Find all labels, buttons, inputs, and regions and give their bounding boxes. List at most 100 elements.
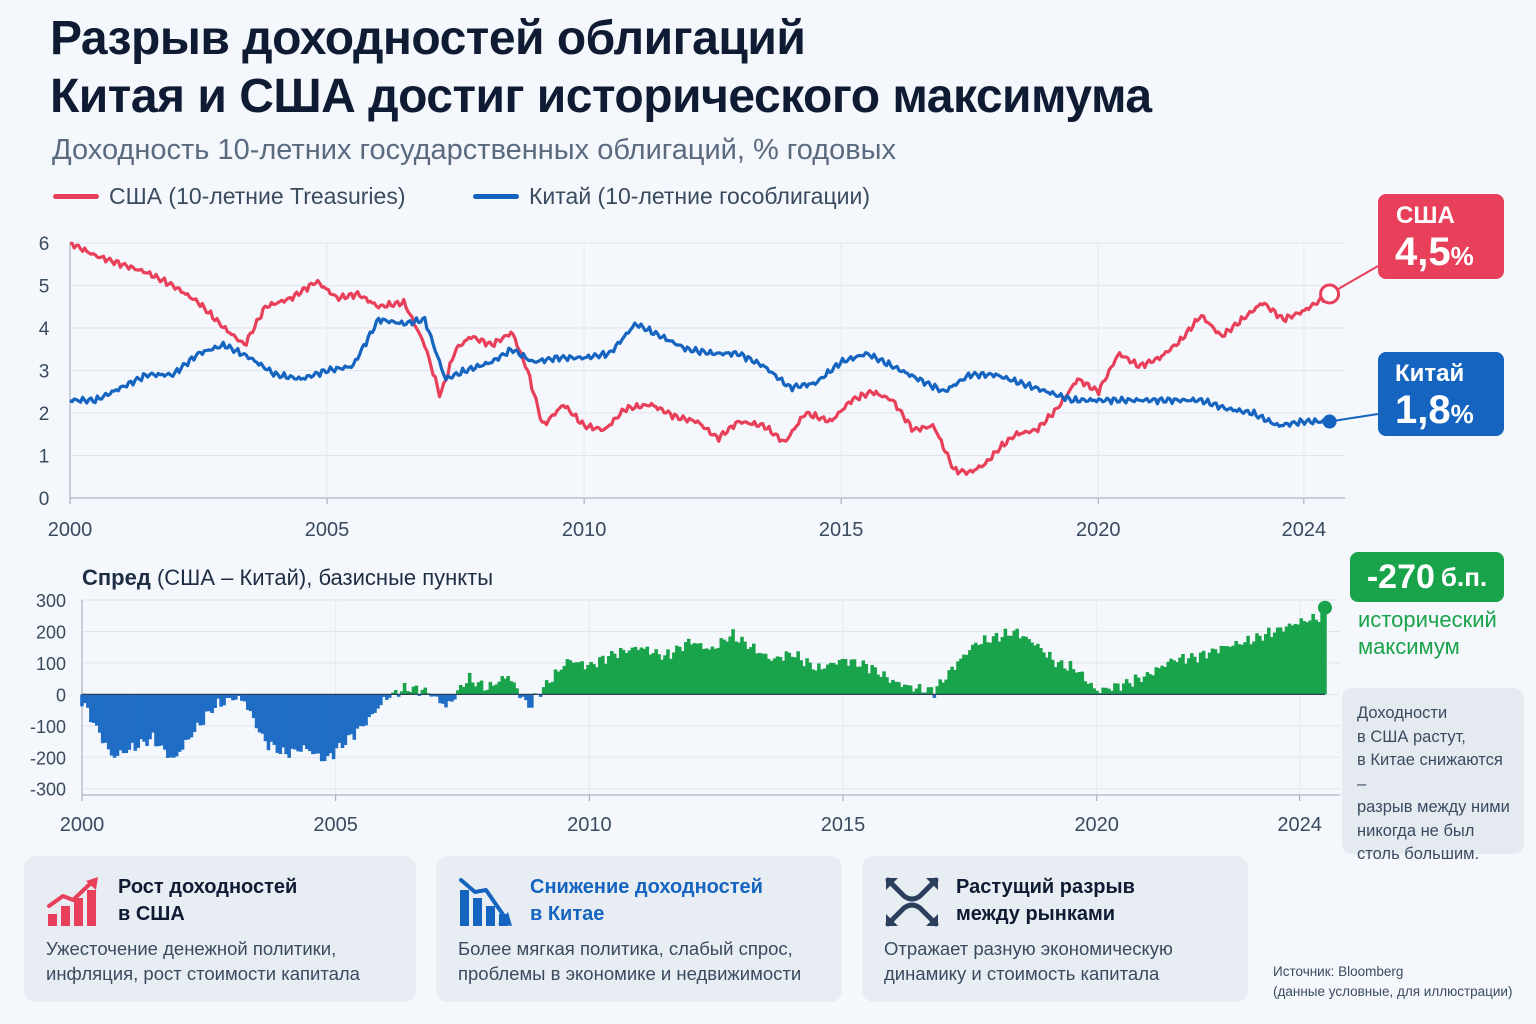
spread-bar <box>248 694 253 712</box>
spread-bar <box>1252 641 1256 695</box>
spread-bar <box>222 694 226 706</box>
spread-bar <box>284 694 288 755</box>
spread-bar <box>512 682 516 695</box>
spread-bar <box>894 681 898 695</box>
spread-bar <box>1169 658 1173 695</box>
spread-bar <box>900 687 904 695</box>
spread-bar <box>417 694 422 696</box>
spread-bar <box>636 649 641 695</box>
spread-bar <box>903 684 907 695</box>
spread-bar <box>1062 668 1067 695</box>
spread-bar <box>956 661 960 695</box>
spread-bar <box>195 694 200 723</box>
spread-bar <box>174 694 179 757</box>
spread-bar <box>89 694 93 723</box>
spread-bar <box>1122 683 1126 695</box>
spread-bar <box>169 694 173 758</box>
spread-bar <box>627 650 632 695</box>
spread-x-tick-label: 2000 <box>60 814 105 836</box>
spread-bar <box>858 666 863 695</box>
spread-bar <box>737 642 741 695</box>
x-tick-label: 2000 <box>48 519 93 541</box>
spread-bar <box>790 656 795 695</box>
x-tick-label: 2010 <box>562 519 607 541</box>
spread-bar <box>269 694 274 742</box>
spread-bar <box>879 676 883 695</box>
spread-bar <box>479 680 484 695</box>
spread-bar <box>420 689 425 695</box>
spread-bar <box>1074 672 1079 695</box>
spread-bar <box>1275 627 1280 695</box>
spread-bar <box>852 659 857 695</box>
spread-bar <box>781 660 786 695</box>
spread-bar <box>1119 690 1123 695</box>
spread-bar <box>601 655 605 695</box>
spread-bar <box>988 642 993 695</box>
spread-bar <box>494 684 499 695</box>
spread-bar <box>817 663 821 695</box>
spread-bar <box>450 694 454 702</box>
spread-bar <box>855 666 860 695</box>
spread-bar <box>130 694 135 743</box>
spread-bar <box>98 694 102 733</box>
spread-bar <box>148 694 152 740</box>
spread-bar <box>864 664 869 695</box>
spread-bar <box>370 694 374 715</box>
spread-y-tick-label: -200 <box>30 748 66 768</box>
spread-bar <box>530 694 534 708</box>
spread-bar <box>994 633 999 695</box>
spread-bar <box>482 690 487 695</box>
spread-bar <box>441 694 445 704</box>
spread-bar <box>503 678 507 695</box>
spread-bar <box>882 671 886 695</box>
spread-bar <box>160 694 164 746</box>
callout-china-value: 1,8% <box>1395 388 1474 432</box>
spread-bar <box>509 681 513 695</box>
spread-bar <box>352 694 357 740</box>
spread-bar <box>1160 665 1164 695</box>
diverging-arrows-icon <box>885 877 939 927</box>
spread-bar <box>1222 646 1227 695</box>
spread-bar <box>725 641 729 695</box>
spread-bar <box>254 694 259 729</box>
spread-y-tick-label: 100 <box>36 654 66 674</box>
spread-bar <box>1228 646 1233 695</box>
spread-bar <box>382 694 386 697</box>
callout-us: США 4,5% <box>1378 194 1504 279</box>
spread-bar <box>589 662 593 695</box>
callout-connector-china <box>1329 413 1379 423</box>
spread-bar <box>1127 683 1132 695</box>
spread-bar <box>950 666 954 695</box>
spread-bar <box>399 691 404 695</box>
spread-bar <box>1157 668 1162 695</box>
spread-bar <box>192 694 197 733</box>
spread-bar <box>355 694 360 729</box>
spread-bar <box>544 680 549 695</box>
spread-bar <box>1148 674 1153 695</box>
spread-bar <box>485 689 490 695</box>
spread-bar <box>607 656 611 695</box>
spread-bar <box>281 694 286 748</box>
spread-bar <box>183 694 188 740</box>
spread-bar <box>373 694 377 713</box>
spread-bar <box>95 694 99 726</box>
spread-bar <box>672 652 676 695</box>
spread-bar <box>453 694 457 700</box>
x-tick-label: 2015 <box>819 519 864 541</box>
spread-bar <box>302 694 306 746</box>
spread-bar <box>580 661 584 695</box>
spread-bar <box>154 694 158 747</box>
spread-bar <box>873 667 877 695</box>
spread-bar <box>1018 638 1022 695</box>
spread-bar <box>1302 621 1307 695</box>
spread-bar <box>837 660 842 695</box>
spread-bar <box>669 658 673 695</box>
spread-bar <box>547 682 552 695</box>
spread-value-badge: -270 б.п. <box>1350 552 1504 602</box>
spread-bar <box>1071 669 1076 695</box>
spread-bar <box>905 685 910 695</box>
spread-bar <box>991 636 996 695</box>
spread-bar <box>681 651 685 695</box>
spread-bar <box>556 671 561 695</box>
spread-bar <box>710 646 715 695</box>
